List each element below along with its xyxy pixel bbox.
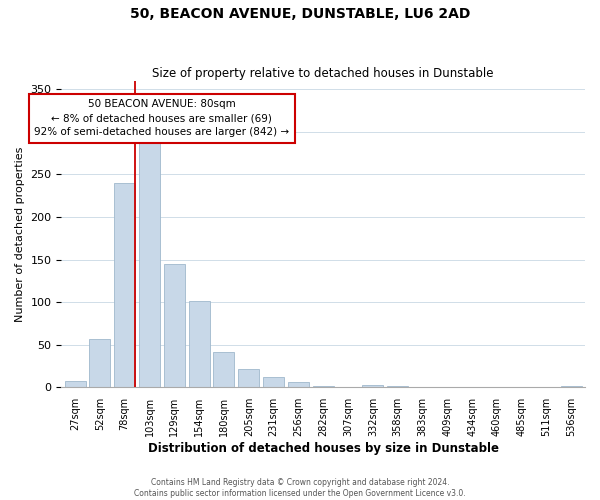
Y-axis label: Number of detached properties: Number of detached properties	[15, 146, 25, 322]
Bar	[313, 386, 334, 388]
Bar	[139, 140, 160, 388]
X-axis label: Distribution of detached houses by size in Dunstable: Distribution of detached houses by size …	[148, 442, 499, 455]
Bar	[238, 370, 259, 388]
Text: 50 BEACON AVENUE: 80sqm
← 8% of detached houses are smaller (69)
92% of semi-det: 50 BEACON AVENUE: 80sqm ← 8% of detached…	[34, 100, 289, 138]
Bar	[89, 339, 110, 388]
Bar	[288, 382, 309, 388]
Bar	[561, 386, 582, 388]
Bar	[362, 385, 383, 388]
Bar	[114, 183, 135, 388]
Bar	[263, 377, 284, 388]
Bar	[387, 386, 408, 388]
Text: Contains HM Land Registry data © Crown copyright and database right 2024.
Contai: Contains HM Land Registry data © Crown c…	[134, 478, 466, 498]
Text: 50, BEACON AVENUE, DUNSTABLE, LU6 2AD: 50, BEACON AVENUE, DUNSTABLE, LU6 2AD	[130, 8, 470, 22]
Title: Size of property relative to detached houses in Dunstable: Size of property relative to detached ho…	[152, 66, 494, 80]
Bar	[65, 380, 86, 388]
Bar	[164, 264, 185, 388]
Bar	[214, 352, 235, 388]
Bar	[188, 302, 209, 388]
